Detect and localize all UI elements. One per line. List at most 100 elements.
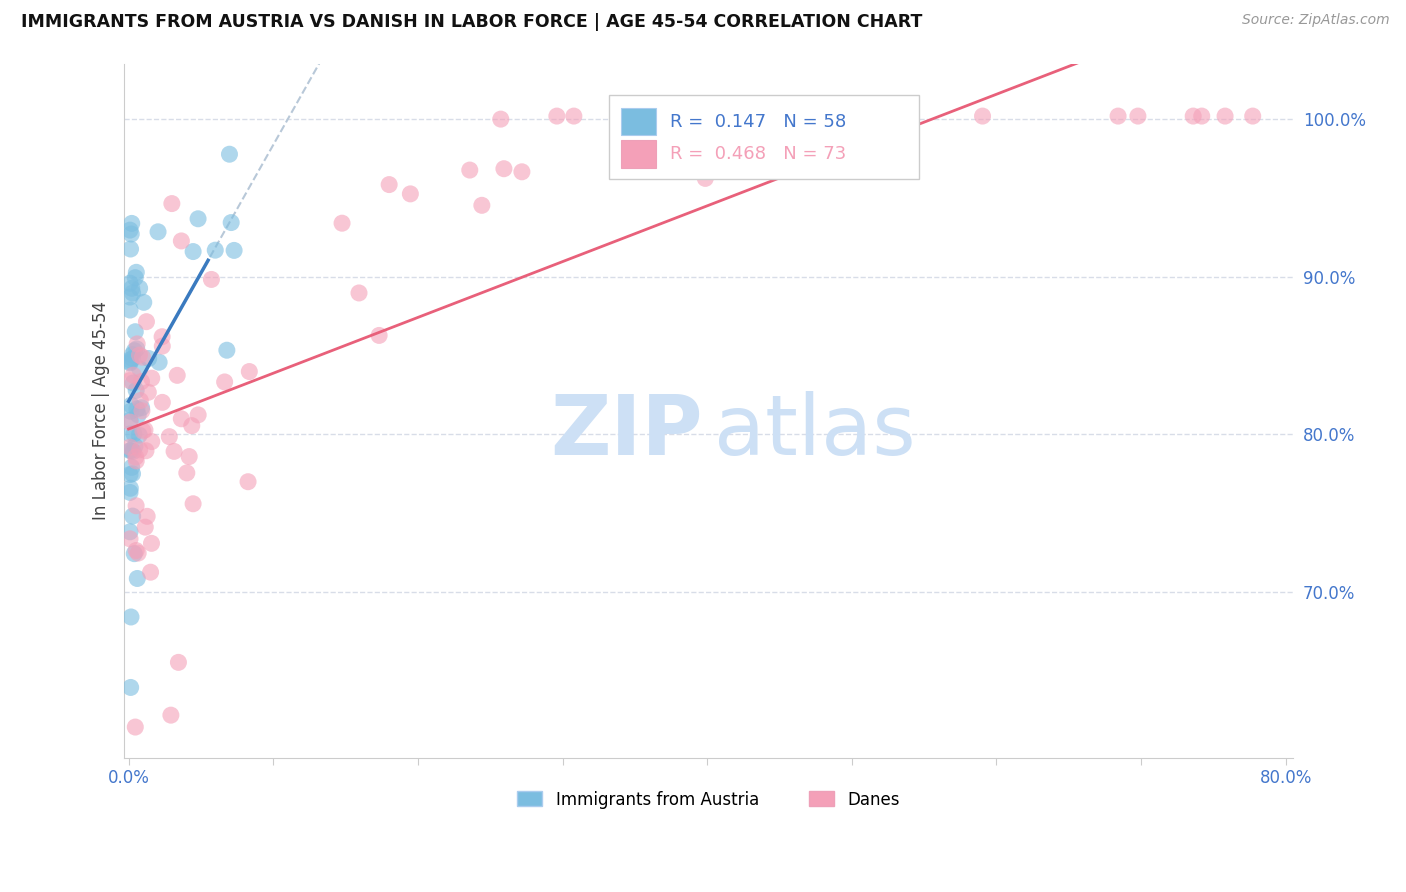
Point [121,281,143,295]
Point [128,281,150,295]
Point [120,227,142,241]
Point [118,440,141,454]
Point [131,375,153,389]
Point [125,454,148,468]
Point [160,708,183,723]
Point [125,265,148,279]
Point [122,368,145,383]
Point [166,368,188,383]
Point [124,270,146,285]
Point [181,244,204,259]
Point [150,329,173,343]
Point [118,467,141,482]
Point [118,290,141,304]
Point [124,343,146,358]
Point [131,401,153,415]
Point [330,216,353,230]
Point [218,147,240,161]
Point [120,481,142,495]
Point [125,384,148,398]
Point [214,375,236,389]
Point [122,444,145,458]
Point [749,109,772,123]
Point [187,211,209,226]
Point [170,411,193,425]
Point [612,125,634,139]
Point [120,443,142,458]
Point [135,315,157,329]
Text: Source: ZipAtlas.com: Source: ZipAtlas.com [1241,13,1389,28]
Point [471,198,494,212]
Point [125,543,148,558]
Point [972,109,994,123]
Point [222,244,245,258]
Bar [621,140,657,168]
Point [489,112,512,127]
Point [132,424,155,438]
Point [121,286,143,301]
Point [120,303,142,318]
Point [163,444,186,458]
Point [124,720,146,734]
Point [118,532,141,546]
Point [378,178,401,192]
Point [118,524,141,539]
Point [1213,109,1236,123]
Point [167,656,190,670]
Point [125,450,148,464]
Point [148,355,170,369]
Point [187,408,209,422]
Point [1126,109,1149,123]
Point [157,430,180,444]
Point [128,442,150,457]
Point [121,460,143,475]
Point [120,242,142,256]
Point [141,536,163,550]
Point [120,415,142,429]
Point [127,408,149,422]
Point [562,109,585,123]
Point [118,276,141,290]
Point [347,285,370,300]
Point [118,355,141,369]
Point [1107,109,1129,123]
Point [170,234,193,248]
Point [121,216,143,230]
Point [128,362,150,376]
Point [695,171,717,186]
Point [120,356,142,370]
Point [776,109,799,123]
Point [132,295,155,310]
Point [138,351,160,366]
Point [135,443,157,458]
Legend: Immigrants from Austria, Danes: Immigrants from Austria, Danes [510,784,907,815]
Point [181,497,204,511]
Point [134,423,156,437]
Point [160,196,183,211]
Point [141,371,163,385]
FancyBboxPatch shape [609,95,920,178]
Point [122,376,145,390]
Text: atlas: atlas [714,392,917,472]
Point [399,186,422,201]
Point [134,520,156,534]
Point [118,352,141,367]
Point [118,485,141,500]
Bar [621,108,657,136]
Point [127,337,149,351]
Text: R =  0.468   N = 73: R = 0.468 N = 73 [671,145,846,163]
Point [118,443,141,458]
Point [118,426,141,441]
Point [150,339,173,353]
Point [120,610,142,624]
Point [458,163,481,178]
Point [125,401,148,416]
Text: IMMIGRANTS FROM AUSTRIA VS DANISH IN LABOR FORCE | AGE 45-54 CORRELATION CHART: IMMIGRANTS FROM AUSTRIA VS DANISH IN LAB… [21,13,922,31]
Point [492,161,515,176]
Point [546,109,568,123]
Point [200,272,222,286]
Point [1182,109,1205,123]
Point [723,109,745,123]
Point [139,565,162,579]
Point [141,434,163,449]
